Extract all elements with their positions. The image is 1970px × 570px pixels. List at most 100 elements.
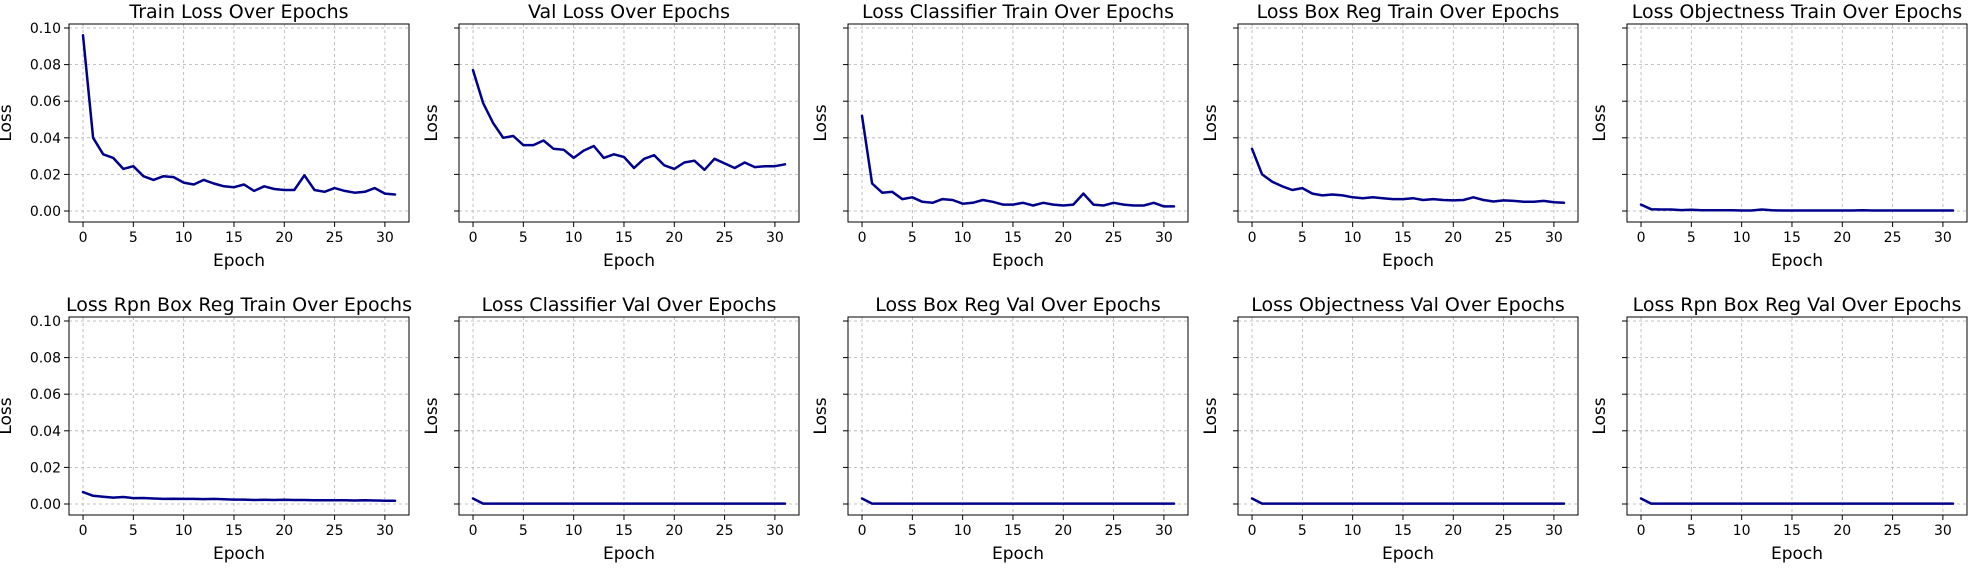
y-tick-label: 0.08 <box>30 58 61 74</box>
subplot-title: Loss Objectness Val Over Epochs <box>1251 294 1564 316</box>
x-tick-label: 15 <box>1783 523 1801 539</box>
x-axis-label: Epoch <box>213 251 265 271</box>
y-axis-label: Loss <box>1201 397 1221 434</box>
x-tick-label: 5 <box>908 523 917 539</box>
y-tick-label: 0.10 <box>30 21 61 37</box>
loss-series-line <box>81 34 397 196</box>
x-tick-label: 20 <box>1833 523 1851 539</box>
x-tick-label: 25 <box>326 230 344 246</box>
plot-frame <box>1237 316 1579 516</box>
x-axis-label: Epoch <box>992 251 1044 271</box>
x-tick-label: 0 <box>1637 523 1646 539</box>
x-axis-label: Epoch <box>1771 544 1823 564</box>
x-tick-label: 25 <box>716 230 734 246</box>
y-tick-label: 0.00 <box>30 204 61 220</box>
plot-frame <box>458 316 800 516</box>
x-tick-label: 30 <box>766 523 784 539</box>
subplot-title: Loss Classifier Train Over Epochs <box>862 1 1174 23</box>
x-tick-label: 0 <box>858 230 867 246</box>
x-tick-label: 10 <box>954 230 972 246</box>
subplot: 0 5 10 15 20 25 30 Loss Objectness Train Over E… <box>1590 1 1968 271</box>
x-tick-label: 20 <box>1054 523 1072 539</box>
x-tick-label: 15 <box>1004 230 1022 246</box>
plot-frame <box>458 23 800 223</box>
y-axis-label: Loss <box>0 104 16 141</box>
plot-frame <box>847 23 1189 223</box>
y-tick-label: 0.10 <box>30 314 61 330</box>
subplot-title: Loss Rpn Box Reg Train Over Epochs <box>66 294 412 316</box>
x-tick-label: 10 <box>175 523 193 539</box>
plot-frame <box>847 316 1189 516</box>
x-tick-label: 30 <box>1934 230 1952 246</box>
subplot: 0 5 10 15 20 25 30 0.00 0.02 0.04 0.06 0.08 0.10 Loss… <box>0 294 412 564</box>
subplot-title: Loss Box Reg Train Over Epochs <box>1257 1 1560 23</box>
loss-series-line <box>1639 203 1955 212</box>
x-tick-label: 25 <box>1105 523 1123 539</box>
y-axis-label: Loss <box>1590 104 1610 141</box>
x-tick-label: 30 <box>376 523 394 539</box>
subplot-title: Loss Rpn Box Reg Val Over Epochs <box>1633 294 1962 316</box>
subplot: 0 5 10 15 20 25 30 Val Loss Over Epochs Epoch Los… <box>422 1 800 271</box>
loss-series-line <box>1250 497 1566 505</box>
x-axis-label: Epoch <box>603 251 655 271</box>
subplot: 0 5 10 15 20 25 30 Loss Classifier Val Over Epo… <box>422 294 800 564</box>
plot-frame <box>68 316 410 516</box>
x-tick-label: 5 <box>129 230 138 246</box>
x-tick-label: 10 <box>175 230 193 246</box>
loss-series-line <box>860 497 1176 505</box>
subplot-title: Loss Box Reg Val Over Epochs <box>875 294 1161 316</box>
y-axis-label: Loss <box>1590 397 1610 434</box>
x-tick-label: 20 <box>1833 230 1851 246</box>
x-tick-label: 20 <box>1444 523 1462 539</box>
x-tick-label: 25 <box>1105 230 1123 246</box>
subplot-title: Val Loss Over Epochs <box>528 1 730 23</box>
x-tick-label: 0 <box>469 230 478 246</box>
x-tick-label: 20 <box>275 523 293 539</box>
x-tick-label: 0 <box>858 523 867 539</box>
x-tick-label: 0 <box>1637 230 1646 246</box>
x-tick-label: 5 <box>519 230 528 246</box>
x-tick-label: 15 <box>615 230 633 246</box>
x-tick-label: 0 <box>469 523 478 539</box>
y-axis-label: Loss <box>811 104 831 141</box>
subplot-title: Loss Classifier Val Over Epochs <box>482 294 777 316</box>
loss-series-line <box>1250 147 1566 205</box>
x-tick-label: 15 <box>615 523 633 539</box>
x-tick-label: 15 <box>225 230 243 246</box>
x-tick-label: 15 <box>225 523 243 539</box>
y-axis-label: Loss <box>422 104 442 141</box>
x-tick-label: 5 <box>1298 230 1307 246</box>
x-tick-label: 30 <box>1545 230 1563 246</box>
plot-frame <box>68 23 410 223</box>
y-axis-label: Loss <box>1201 104 1221 141</box>
x-tick-label: 30 <box>1155 523 1173 539</box>
y-tick-label: 0.00 <box>30 497 61 513</box>
y-tick-label: 0.06 <box>30 94 61 110</box>
y-axis-label: Loss <box>0 397 16 434</box>
loss-series-line <box>1639 497 1955 505</box>
x-tick-label: 10 <box>565 230 583 246</box>
x-tick-label: 30 <box>1934 523 1952 539</box>
x-tick-label: 30 <box>1155 230 1173 246</box>
x-tick-label: 10 <box>1344 230 1362 246</box>
x-axis-label: Epoch <box>603 544 655 564</box>
x-tick-label: 20 <box>665 523 683 539</box>
plot-frame <box>1626 316 1968 516</box>
x-tick-label: 0 <box>1248 230 1257 246</box>
x-tick-label: 30 <box>1545 523 1563 539</box>
x-tick-label: 15 <box>1004 523 1022 539</box>
x-tick-label: 30 <box>766 230 784 246</box>
x-tick-label: 25 <box>1495 523 1513 539</box>
x-tick-label: 5 <box>1687 523 1696 539</box>
y-tick-label: 0.06 <box>30 387 61 403</box>
x-tick-label: 5 <box>908 230 917 246</box>
subplot: 0 5 10 15 20 25 30 Loss Classifier Train Over E… <box>811 1 1189 271</box>
x-tick-label: 0 <box>79 523 88 539</box>
x-tick-label: 10 <box>954 523 972 539</box>
y-tick-label: 0.08 <box>30 351 61 367</box>
x-axis-label: Epoch <box>213 544 265 564</box>
plot-frame <box>1237 23 1579 223</box>
loss-series-line <box>471 497 787 505</box>
x-tick-label: 5 <box>1687 230 1696 246</box>
